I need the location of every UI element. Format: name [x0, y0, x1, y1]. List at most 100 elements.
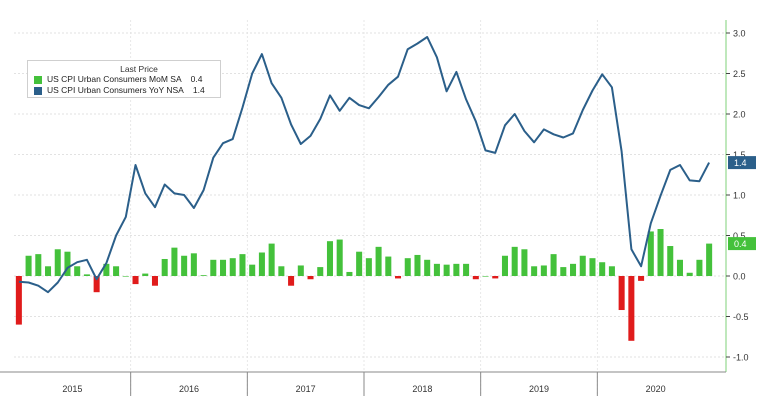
mom-bar [15, 276, 22, 325]
mom-bar [511, 246, 518, 276]
mom-bar [25, 255, 32, 276]
mom-bar [395, 276, 402, 279]
x-tick-label: 2017 [296, 384, 316, 394]
mom-bar [667, 246, 674, 276]
y-tick-label: 1.0 [733, 191, 746, 201]
y-tick-label: 1.5 [733, 150, 746, 160]
x-tick-label: 2019 [529, 384, 549, 394]
mom-bar [74, 266, 81, 276]
mom-bar [45, 266, 52, 276]
mom-bar [288, 276, 295, 286]
mom-bar [317, 267, 324, 276]
mom-bar [93, 276, 100, 293]
y-tick-label: 2.5 [733, 69, 746, 79]
mom-bar [676, 259, 683, 276]
mom-bar [540, 265, 547, 276]
mom-bar [83, 274, 90, 276]
mom-bar [113, 266, 120, 276]
yoy-line-group [18, 36, 710, 294]
mom-bar [210, 259, 217, 276]
legend-value-mom: 0.4 [190, 74, 203, 84]
mom-bar [278, 266, 285, 276]
x-tick-label: 2020 [646, 384, 666, 394]
mom-bar [560, 267, 567, 276]
legend-label-yoy: US CPI Urban Consumers YoY NSA [47, 85, 184, 95]
mom-bar [696, 259, 703, 276]
mom-bar [220, 259, 227, 276]
mom-bar [229, 258, 236, 276]
mom-bar [375, 246, 382, 276]
mom-bar [239, 254, 246, 276]
mom-bar [433, 263, 440, 276]
x-tick-label: 2015 [62, 384, 82, 394]
mom-bar [190, 253, 197, 276]
mom-bar [297, 265, 304, 276]
mom-bar [122, 276, 129, 277]
x-tick-label: 2016 [179, 384, 199, 394]
mom-bar [472, 276, 479, 280]
mom-bar [404, 258, 411, 276]
x-tick-label: 2018 [412, 384, 432, 394]
mom-bar [501, 255, 508, 276]
mom-bar [550, 254, 557, 276]
y-tick-label: -0.5 [733, 312, 749, 322]
y-axis: -1.0 -0.5 0.0 0.5 1.0 1.5 2.0 2.5 3.0 [725, 20, 749, 372]
mom-bar [618, 276, 625, 311]
mom-bar [492, 276, 499, 279]
legend-swatch-mom [34, 75, 42, 84]
y-tick-label: 2.0 [733, 110, 746, 120]
mom-bar [258, 252, 265, 276]
mom-bar [307, 276, 314, 280]
mom-bar [521, 249, 528, 276]
mom-bar [443, 264, 450, 276]
mom-bar [424, 259, 431, 276]
mom-bar [628, 276, 635, 341]
yoy-line [18, 36, 710, 294]
mom-bar [171, 247, 178, 276]
mom-bar [181, 255, 188, 276]
mom-bar [200, 275, 207, 276]
mom-bar [249, 264, 256, 276]
legend-swatch-yoy [34, 86, 42, 95]
mom-bar [706, 243, 713, 276]
x-axis: 2015 2016 2017 2018 2019 2020 [0, 371, 726, 396]
mom-bar [414, 254, 421, 276]
mom-bar [161, 258, 168, 276]
mom-bar [608, 266, 615, 276]
mom-bar [365, 258, 372, 276]
last-value-tags: 1.4 0.4 [728, 156, 756, 251]
mom-bar [686, 272, 693, 276]
mom-bar [326, 241, 333, 276]
mom-bar [64, 251, 71, 276]
legend-item-mom: US CPI Urban Consumers MoM SA 0.4 [34, 74, 214, 85]
legend-label-mom: US CPI Urban Consumers MoM SA [47, 74, 182, 84]
mom-bar [103, 263, 110, 276]
legend-value-yoy: 1.4 [192, 85, 205, 95]
mom-bar [35, 254, 42, 276]
mom-bar [531, 266, 538, 276]
mom-bar [453, 263, 460, 276]
mom-bar [482, 276, 489, 277]
mom-bar [647, 231, 654, 276]
last-value-mom-bg [728, 237, 756, 251]
mom-bar [346, 271, 353, 276]
mom-bar [54, 249, 61, 276]
mom-bar [599, 262, 606, 276]
mom-bars [15, 229, 713, 341]
mom-bar [385, 256, 392, 276]
legend: Last Price US CPI Urban Consumers MoM SA… [27, 60, 221, 98]
legend-title: Last Price [120, 64, 158, 74]
last-value-yoy-label: 1.4 [734, 158, 747, 168]
mom-bar [142, 273, 149, 276]
last-value-mom-label: 0.4 [734, 239, 747, 249]
mom-bar [336, 239, 343, 276]
mom-bar [570, 263, 577, 276]
mom-bar [151, 276, 158, 286]
legend-item-yoy: US CPI Urban Consumers YoY NSA 1.4 [34, 85, 214, 96]
mom-bar [356, 251, 363, 276]
y-tick-label: 3.0 [733, 29, 746, 39]
last-value-yoy-bg [728, 156, 756, 170]
mom-bar [268, 243, 275, 276]
y-tick-label: 0.0 [733, 272, 746, 282]
mom-bar [579, 255, 586, 276]
